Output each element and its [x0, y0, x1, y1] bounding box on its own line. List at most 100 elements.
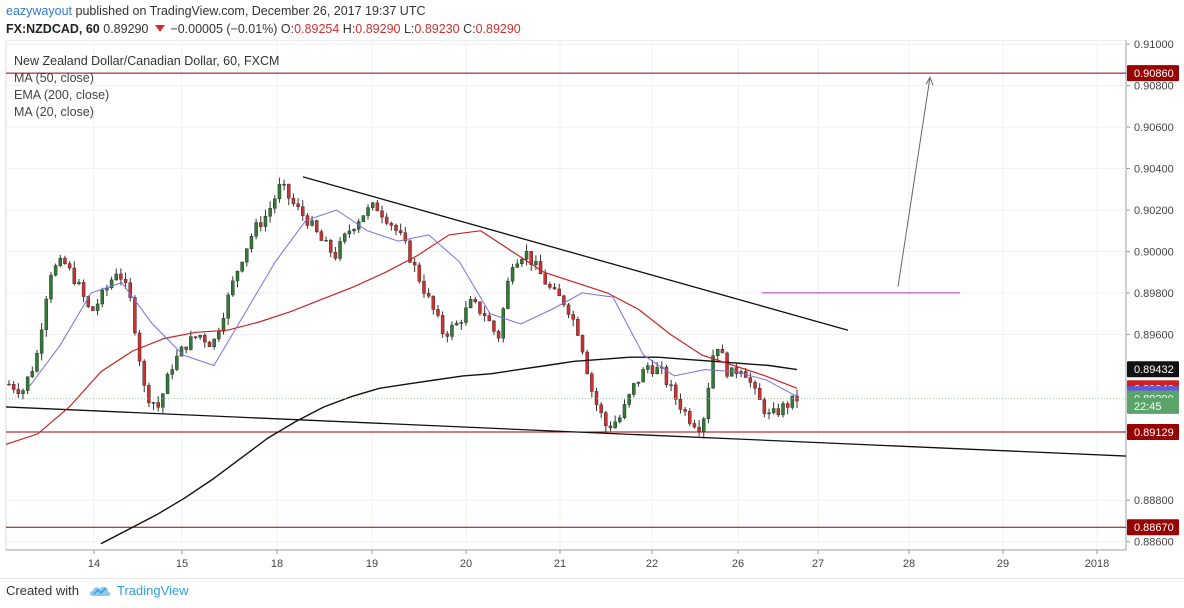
candle-body[interactable] [333, 252, 338, 259]
candle-body[interactable] [133, 297, 137, 334]
candle-body[interactable] [394, 224, 398, 231]
candle-body[interactable] [319, 231, 324, 241]
candle-body[interactable] [711, 355, 715, 389]
candle-body[interactable] [487, 315, 492, 322]
candle-body[interactable] [571, 314, 575, 320]
plot-area[interactable] [5, 40, 1127, 551]
candle-body[interactable] [594, 391, 599, 405]
candle-body[interactable] [86, 296, 91, 307]
candle-body[interactable] [520, 258, 524, 265]
candle-body[interactable] [119, 273, 123, 280]
candle-body[interactable] [426, 293, 431, 297]
candle-body[interactable] [161, 393, 165, 408]
candle-body[interactable] [245, 248, 249, 263]
candle-body[interactable] [77, 282, 81, 284]
candle-body[interactable] [263, 215, 268, 227]
candle-body[interactable] [398, 230, 403, 233]
candle-body[interactable] [249, 236, 254, 249]
candle-body[interactable] [641, 369, 645, 383]
candle-body[interactable] [771, 408, 776, 414]
legend-ma20[interactable]: MA (20, close) [14, 105, 94, 119]
ma50-line[interactable] [5, 230, 798, 445]
candle-body[interactable] [114, 273, 118, 281]
candle-body[interactable] [189, 336, 193, 350]
candle-body[interactable] [473, 299, 478, 303]
candle-body[interactable] [557, 288, 561, 297]
candle-body[interactable] [7, 383, 11, 386]
candle-body[interactable] [282, 183, 286, 186]
candle-body[interactable] [669, 384, 673, 387]
candle-body[interactable] [328, 240, 333, 253]
legend-ema200[interactable]: EMA (200, close) [14, 88, 110, 102]
candle-body[interactable] [67, 263, 72, 269]
candle-body[interactable] [207, 341, 212, 348]
candle-body[interactable] [254, 222, 258, 237]
candle-body[interactable] [142, 360, 146, 386]
tradingview-brand[interactable]: TradingView [117, 583, 189, 598]
candle-body[interactable] [221, 317, 226, 332]
candle-body[interactable] [715, 349, 720, 356]
candle-body[interactable] [412, 262, 417, 266]
candle-body[interactable] [613, 421, 617, 429]
candle-body[interactable] [706, 387, 711, 419]
candle-body[interactable] [217, 330, 221, 340]
candle-body[interactable] [636, 381, 641, 384]
candle-body[interactable] [72, 267, 77, 284]
upper-trendline[interactable] [302, 176, 849, 331]
candle-body[interactable] [688, 411, 692, 424]
candle-body[interactable] [440, 315, 445, 335]
candle-body[interactable] [277, 184, 282, 200]
candle-body[interactable] [734, 367, 739, 374]
lower-trendline[interactable] [5, 406, 1127, 457]
candle-body[interactable] [496, 331, 501, 339]
candle-body[interactable] [109, 279, 114, 289]
candle-body[interactable] [291, 197, 296, 205]
candle-body[interactable] [655, 367, 659, 374]
candle-body[interactable] [748, 377, 753, 383]
price-chart[interactable]: 14 15 18 19 20 21 22 26 27 28 29 2018 0.91000 0.90800… [0, 40, 1184, 578]
candle-body[interactable] [361, 215, 366, 222]
candle-body[interactable] [697, 426, 701, 432]
candle-body[interactable] [543, 273, 547, 285]
ema200-line[interactable] [100, 356, 798, 545]
candle-body[interactable] [128, 282, 132, 298]
candle-body[interactable] [566, 304, 571, 315]
candle-body[interactable] [380, 210, 384, 218]
candle-body[interactable] [785, 403, 790, 408]
candle-body[interactable] [650, 365, 655, 374]
candle-body[interactable] [534, 261, 538, 265]
candle-body[interactable] [767, 412, 771, 415]
candle-body[interactable] [147, 385, 151, 404]
candle-body[interactable] [314, 220, 319, 232]
candle-body[interactable] [21, 390, 25, 394]
candle-body[interactable] [324, 240, 328, 242]
candle-body[interactable] [375, 202, 380, 212]
candle-body[interactable] [165, 374, 170, 395]
candle-body[interactable] [389, 223, 394, 226]
candle-body[interactable] [198, 335, 202, 338]
candle-body[interactable] [664, 366, 669, 386]
candle-body[interactable] [156, 402, 160, 408]
candle-body[interactable] [403, 232, 408, 242]
candle-body[interactable] [468, 299, 473, 308]
candle-body[interactable] [627, 394, 631, 405]
candle-body[interactable] [576, 319, 580, 336]
candle-body[interactable] [95, 303, 100, 311]
candle-body[interactable] [170, 369, 174, 375]
candle-body[interactable] [459, 322, 464, 324]
candle-body[interactable] [39, 329, 44, 354]
candle-body[interactable] [683, 409, 687, 412]
candle-body[interactable] [301, 206, 305, 216]
candle-body[interactable] [310, 220, 314, 226]
candle-body[interactable] [296, 203, 300, 208]
candle-body[interactable] [524, 251, 529, 260]
candle-body[interactable] [757, 387, 762, 401]
candle-body[interactable] [692, 423, 697, 428]
candle-body[interactable] [352, 229, 356, 232]
candle-body[interactable] [492, 320, 496, 332]
candle-body[interactable] [529, 251, 533, 265]
candle-body[interactable] [347, 230, 352, 235]
candle-body[interactable] [608, 425, 613, 429]
candle-body[interactable] [622, 404, 627, 419]
candle-body[interactable] [431, 295, 436, 310]
